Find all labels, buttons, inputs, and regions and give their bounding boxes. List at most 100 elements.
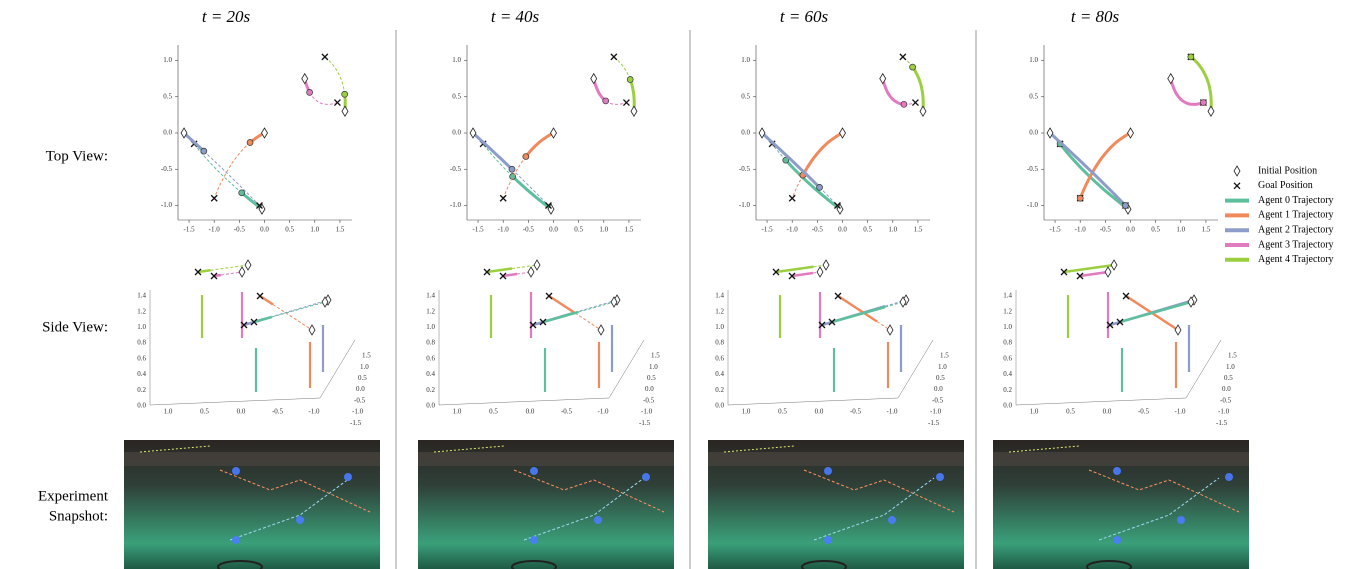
x-tick-label: -1.0 [787,226,799,234]
drone-light [824,536,832,544]
y-tick-label: 0.0 [452,129,461,137]
initial-marker [1104,266,1112,278]
planned-path [324,56,346,95]
initial-marker [610,296,618,308]
y-tick-label: -0.5 [1220,396,1232,404]
drone-light [1113,536,1121,544]
goal-marker [483,268,491,276]
goal-marker [529,321,537,329]
trajectory-3d [1079,270,1109,278]
z-tick-label: 0.4 [715,370,724,378]
snapshot-path [1088,469,1240,513]
agent-position [816,184,823,191]
initial-marker [1233,165,1241,177]
y-tick-label: 1.0 [1226,363,1235,371]
column-title: t = 60s [780,7,829,26]
x-tick-label: 1.0 [453,408,462,416]
planned-path-3d [264,299,329,320]
wall-strip [708,452,964,466]
y-tick-label: 0.5 [1029,92,1038,100]
initial-marker [597,324,605,336]
y-tick-label: 0.5 [358,374,367,382]
x-tick-label: 1.0 [310,226,319,234]
z-tick-label: 1.4 [137,292,146,300]
y-tick-label: -0.5 [354,396,366,404]
trajectory [1189,55,1213,112]
planned-path [511,168,549,206]
agent-position [306,89,313,96]
agent-position [1076,194,1084,202]
agent-position [522,153,530,160]
initial-marker [758,127,766,139]
trajectory [911,66,925,112]
z-tick-label: 1.0 [715,323,724,331]
initial-marker [822,259,830,271]
planned-path-3d [578,301,615,313]
y-tick-label: 0.5 [163,92,172,100]
initial-marker [899,296,907,308]
x-tick-label: 0.0 [526,408,535,416]
initial-marker [244,259,252,271]
goal-marker [1060,268,1068,276]
y-tick-label: 1.0 [1029,56,1038,64]
z-tick-label: 1.2 [715,307,724,315]
goal-marker [788,194,796,202]
goal-marker [899,53,907,61]
initial-marker [469,127,477,139]
x-tick-label: -0.5 [272,408,284,416]
floor-marker [801,560,847,569]
initial-marker [238,266,246,278]
x-tick-label: -0.5 [850,408,862,416]
trajectory [1048,131,1127,207]
snapshot-path [513,469,665,513]
goal-marker [240,321,248,329]
z-tick-label: 0.0 [1003,402,1012,410]
x-tick-label: -0.5 [1138,408,1150,416]
floor-marker [1086,560,1132,569]
planned-path [613,56,631,80]
initial-marker [321,296,329,308]
drone-light [530,467,538,475]
y-tick-label: 0.0 [1222,385,1231,393]
x-tick-label: -1.5 [473,226,485,234]
y-tick-label: -1.5 [928,419,940,427]
x-tick-label: 1.0 [888,226,897,234]
planned-path [309,92,338,105]
drone-light [530,536,538,544]
y-tick-label: -1.0 [1027,201,1039,209]
initial-marker [590,72,598,85]
initial-marker [879,72,887,85]
row-label: Experiment [38,488,109,504]
floor-marker [217,560,263,569]
agent-position [900,100,908,108]
x-tick-label: 1.5 [914,226,923,234]
trajectory [801,131,844,176]
goal-marker [828,318,836,326]
trajectory [511,175,552,211]
z-tick-label: 1.2 [426,307,435,315]
planned-path-3d [574,299,618,313]
z-tick-label: 1.4 [1003,292,1012,300]
z-tick-label: 0.4 [1003,370,1012,378]
trajectory [1169,78,1204,106]
column-title: t = 40s [491,7,540,26]
goal-marker [499,272,507,280]
trajectory-3d [1063,263,1115,274]
agent-position [200,147,208,155]
goal-marker [539,318,547,326]
x-tick-label: 0.5 [1066,408,1075,416]
planned-path-3d [220,271,243,276]
goal-marker [1076,272,1084,280]
y-tick-label: 0.5 [647,374,656,382]
initial-marker [839,127,846,139]
goal-marker [834,292,842,300]
x-tick-label: -0.5 [561,408,573,416]
x-tick-label: -0.5 [523,226,535,234]
trajectory [881,78,905,106]
goal-marker [834,202,841,209]
drone-light [594,516,602,524]
goal-marker [1106,321,1114,329]
planned-path [482,143,513,177]
initial-marker [816,266,824,278]
drone-light [232,467,240,475]
